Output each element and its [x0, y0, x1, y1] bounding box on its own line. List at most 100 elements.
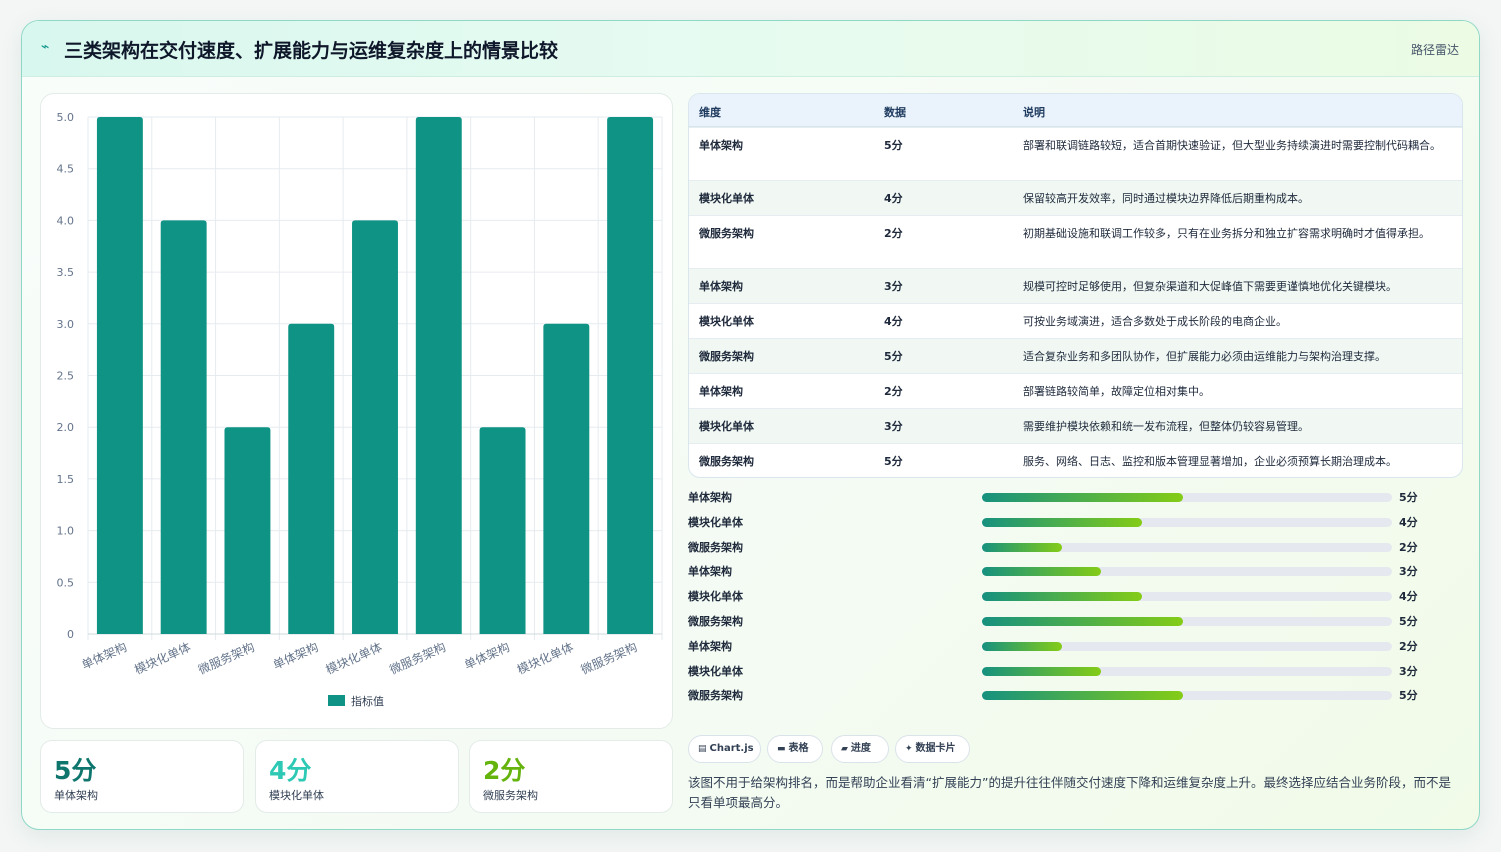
cell-dimension: 微服务架构 — [699, 227, 754, 240]
progress-track — [982, 542, 1392, 552]
x-tick-label: 模块化单体 — [132, 640, 193, 677]
table-row: 单体架构 3分 规模可控时足够使用，但复杂渠道和大促峰值下需要更谨慎地优化关键模块。 — [689, 268, 1462, 303]
bar[interactable] — [543, 323, 590, 634]
progress-row: 微服务架构 5分 — [688, 612, 1463, 630]
table-row: 单体架构 2分 部署链路较简单，故障定位相对集中。 — [689, 373, 1462, 408]
x-tick-label: 单体架构 — [462, 639, 512, 672]
table-row: 单体架构 5分 部署和联调链路较短，适合首期快速验证，但大型业务持续演进时需要控制代… — [689, 127, 1462, 180]
progress-row: 单体架构 3分 — [688, 562, 1463, 580]
x-tick-label: 单体架构 — [270, 639, 320, 672]
header-tag: 路径雷达 — [1410, 43, 1459, 57]
lightning-icon: ⌁ — [41, 39, 50, 55]
table-row: 模块化单体 4分 保留较高开发效率，同时通过模块边界降低后期重构成本。 — [689, 180, 1462, 215]
progress-label: 单体架构 — [688, 491, 732, 504]
pill-label: Chart.js — [709, 743, 754, 754]
cell-dimension: 单体架构 — [699, 280, 743, 293]
table-header: 维度 数据 说明 — [689, 94, 1462, 127]
bar[interactable] — [479, 427, 526, 634]
data-table: 维度 数据 说明 单体架构 5分 部署和联调链路较短，适合首期快速验证，但大型业务持… — [688, 93, 1463, 478]
x-tick-label: 模块化单体 — [515, 640, 576, 677]
progress-value: 5分 — [1399, 689, 1418, 703]
progress-track — [982, 592, 1392, 602]
cell-score: 5分 — [884, 139, 903, 152]
cell-description: 初期基础设施和联调工作较多，只有在业务拆分和独立扩容需求明确时才值得承担。 — [1023, 227, 1430, 240]
cell-description: 规模可控时足够使用，但复杂渠道和大促峰值下需要更谨慎地优化关键模块。 — [1023, 280, 1397, 293]
progress-label: 模块化单体 — [688, 515, 743, 529]
cell-score: 5分 — [884, 455, 903, 468]
pill-label: 数据卡片 — [915, 743, 956, 754]
progress-fill — [982, 592, 1142, 602]
page-title: 三类架构在交付速度、扩展能力与运维复杂度上的情景比较 — [64, 40, 559, 62]
progress-value: 4分 — [1399, 515, 1418, 529]
progress-label: 模块化单体 — [688, 590, 743, 604]
stat-label: 模块化单体 — [269, 789, 324, 802]
legend-swatch[interactable] — [328, 695, 345, 706]
progress-fill — [982, 666, 1101, 676]
y-tick-label: 1.5 — [57, 473, 75, 486]
progress-value: 5分 — [1399, 491, 1418, 504]
cell-description: 保留较高开发效率，同时通过模块边界降低后期重构成本。 — [1023, 192, 1309, 205]
cell-description: 服务、网络、日志、监控和版本管理显著增加，企业必须预算长期治理成本。 — [1023, 455, 1397, 468]
progress-track — [982, 493, 1392, 502]
cell-dimension: 单体架构 — [699, 139, 743, 152]
progress-fill — [982, 542, 1062, 552]
cell-score: 5分 — [884, 350, 903, 363]
header: ⌁ 三类架构在交付速度、扩展能力与运维复杂度上的情景比较 路径雷达 — [22, 21, 1479, 77]
progress-value: 3分 — [1399, 664, 1418, 678]
bar[interactable] — [352, 220, 398, 634]
stat-label: 单体架构 — [54, 789, 98, 802]
header-description: 说明 — [1023, 106, 1045, 119]
table-row: 模块化单体 3分 需要维护模块依赖和统一发布流程，但整体仍较容易管理。 — [689, 408, 1462, 443]
stat-card-modular: 4分 模块化单体 — [255, 740, 459, 813]
legend-label: 指标值 — [351, 694, 384, 708]
pill-table[interactable]: ▬ 表格 — [767, 735, 823, 763]
y-tick-label: 0 — [67, 628, 74, 641]
progress-value: 3分 — [1399, 565, 1418, 579]
y-tick-label: 4.0 — [57, 214, 75, 227]
bar[interactable] — [288, 323, 335, 634]
stat-card-monolith: 5分 单体架构 — [40, 740, 244, 813]
progress-row: 微服务架构 2分 — [688, 538, 1463, 556]
progress-value: 5分 — [1399, 615, 1418, 628]
progress-value: 4分 — [1399, 590, 1418, 604]
cell-dimension: 微服务架构 — [699, 350, 754, 363]
bar[interactable] — [224, 427, 271, 634]
pill-label: 进度 — [850, 743, 871, 754]
progress-fill — [982, 641, 1062, 651]
pill-label: 表格 — [788, 743, 809, 754]
progress-label: 微服务架构 — [688, 540, 743, 554]
progress-fill — [982, 493, 1183, 502]
bar[interactable] — [96, 117, 143, 634]
stat-value: 4分 — [269, 756, 312, 785]
cell-dimension: 微服务架构 — [699, 455, 754, 468]
progress-label: 微服务架构 — [688, 689, 743, 703]
cell-score: 4分 — [884, 192, 903, 205]
pill-data-card[interactable]: ✦ 数据卡片 — [895, 735, 970, 763]
progress-row: 模块化单体 3分 — [688, 662, 1463, 680]
cell-score: 2分 — [884, 227, 903, 240]
progress-fill — [982, 691, 1183, 701]
cell-score: 4分 — [884, 315, 903, 328]
x-tick-label: 微服务架构 — [387, 639, 448, 677]
pill-progress[interactable]: ▰ 进度 — [831, 735, 889, 763]
stat-value: 5分 — [54, 756, 97, 785]
x-tick-label: 微服务架构 — [196, 639, 257, 677]
bar[interactable] — [160, 220, 207, 634]
bar[interactable] — [415, 117, 462, 634]
cell-dimension: 单体架构 — [699, 385, 743, 398]
x-tick-label: 单体架构 — [79, 639, 129, 672]
cell-score: 3分 — [884, 280, 903, 293]
cell-dimension: 模块化单体 — [699, 315, 754, 328]
stat-card-microservices: 2分 微服务架构 — [469, 740, 673, 813]
progress-track — [982, 617, 1392, 626]
pill-chartjs[interactable]: ▤ Chart.js — [688, 735, 761, 763]
y-tick-label: 2.5 — [57, 370, 75, 383]
table-row: 模块化单体 4分 可按业务域演进，适合多数处于成长阶段的电商企业。 — [689, 303, 1462, 338]
bar[interactable] — [607, 117, 654, 634]
cell-description: 适合复杂业务和多团队协作，但扩展能力必须由运维能力与架构治理支撑。 — [1023, 350, 1386, 363]
table-icon: ▬ — [777, 744, 786, 754]
x-tick-label: 模块化单体 — [324, 640, 385, 677]
stat-value: 2分 — [483, 756, 526, 785]
progress-label: 单体架构 — [688, 565, 732, 579]
